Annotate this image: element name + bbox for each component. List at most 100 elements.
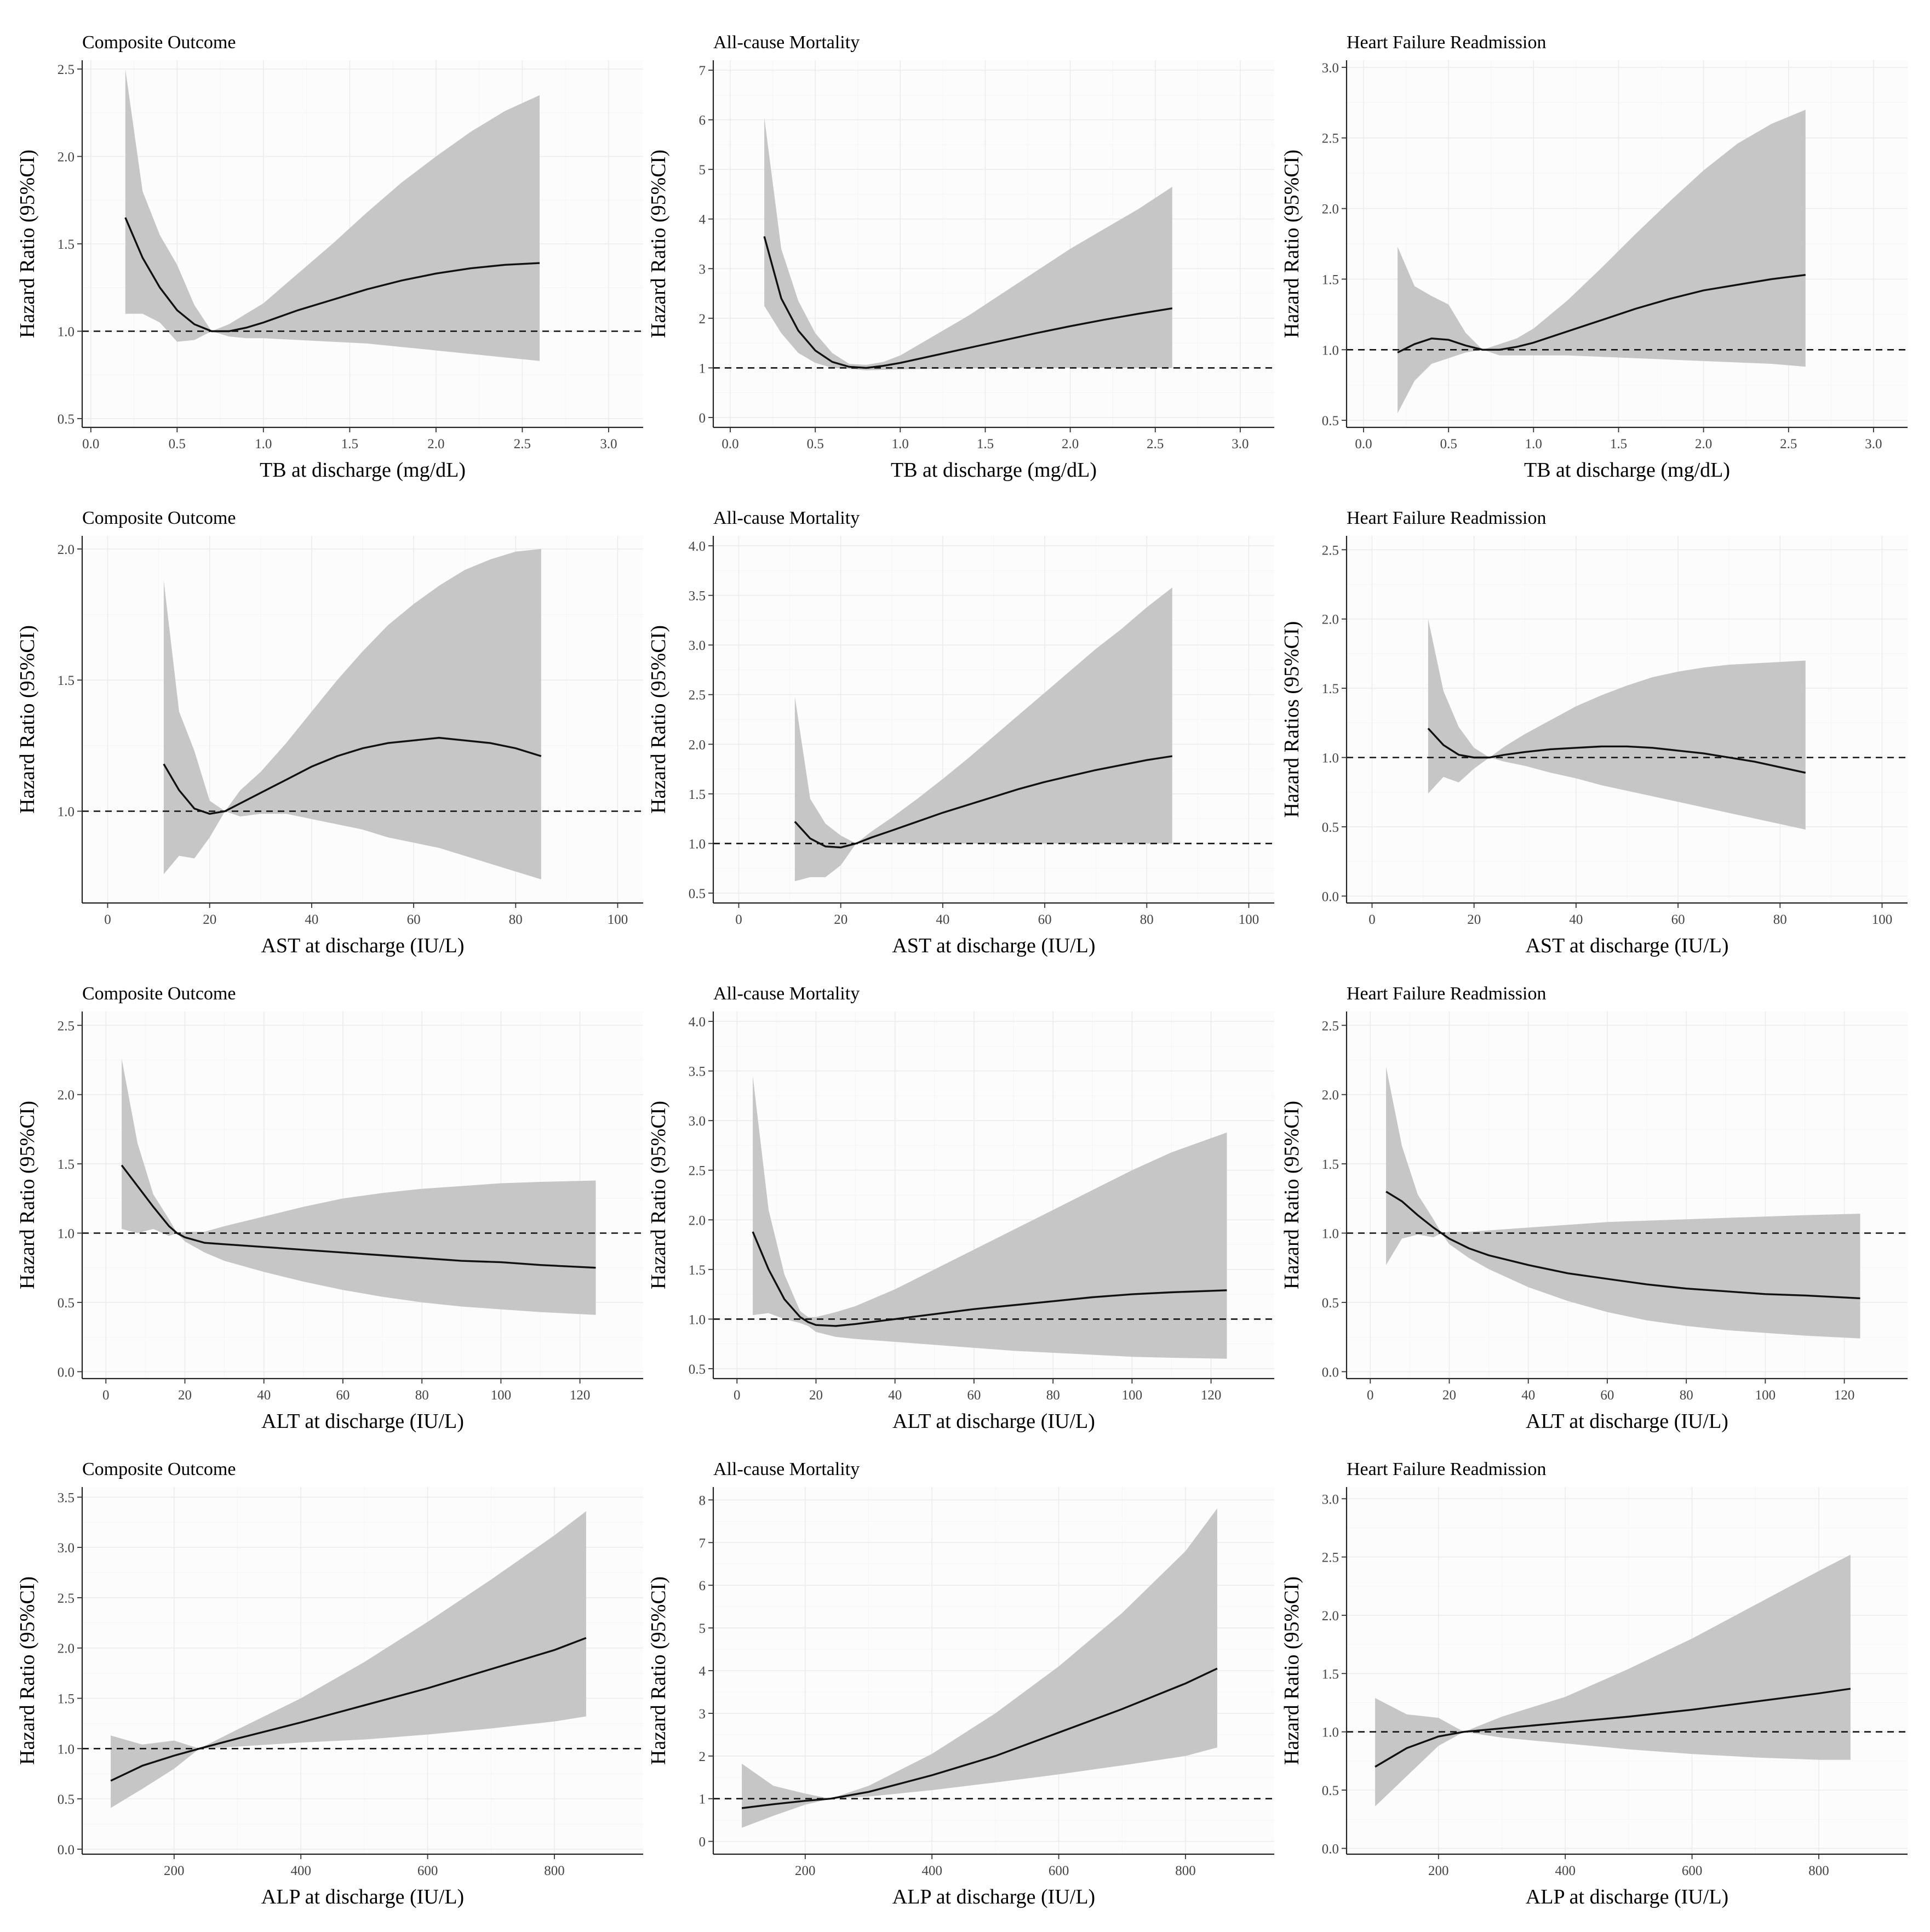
y-tick-label: 0.5 [689,1362,706,1377]
x-tick-label: 200 [795,1864,816,1878]
y-tick-label: 5 [699,1621,706,1636]
x-tick-label: 800 [1808,1864,1829,1878]
x-tick-label: 60 [1038,912,1052,927]
hazard-ratio-curve [741,1667,1218,1809]
y-tick-label: 8 [699,1493,706,1508]
x-axis-title: ALP at discharge (IU/L) [892,1885,1095,1908]
x-tick-label: 600 [1049,1864,1069,1878]
x-tick-label: 0.5 [169,437,186,451]
y-tick-label: 3.0 [689,638,706,653]
x-tick-label: 800 [544,1864,565,1878]
confidence-band [764,117,1172,370]
x-tick-label: 1.0 [255,437,272,451]
x-tick-label: 60 [407,912,421,927]
y-tick-label: 3 [699,262,706,277]
x-tick-label: 40 [257,1388,271,1403]
confidence-band [1428,619,1806,830]
x-tick-label: 400 [290,1864,311,1878]
y-tick-label: 6 [699,113,706,128]
x-tick-label: 60 [1671,912,1685,927]
x-tick-label: 400 [921,1864,942,1878]
y-tick-label: 1.5 [689,787,706,802]
x-tick-label: 20 [1442,1388,1456,1403]
x-tick-label: 80 [1680,1388,1693,1403]
y-tick-label: 0.0 [58,1365,75,1380]
y-axis-title: Hazard Ratio (95%CI) [1280,1101,1303,1289]
y-axis-title: Hazard Ratio (95%CI) [16,1101,39,1289]
y-tick-label: 7 [699,1536,706,1551]
x-tick-label: 80 [1046,1388,1060,1403]
y-tick-label: 0.5 [1322,414,1339,428]
y-tick-label: 1.0 [1322,1227,1339,1242]
x-tick-label: 60 [967,1388,981,1403]
y-tick-label: 3.0 [1322,61,1339,76]
x-tick-label: 100 [1122,1388,1143,1403]
y-tick-label: 0.5 [1322,1296,1339,1311]
confidence-band [742,1508,1217,1828]
x-axis-title: ALP at discharge (IU/L) [261,1885,464,1908]
x-tick-label: 2.5 [1147,437,1164,451]
hazard-ratio-curve [794,755,1173,849]
y-tick-label: 3.0 [58,1541,75,1556]
x-axis-title: ALT at discharge (IU/L) [892,1410,1095,1433]
x-tick-label: 40 [1569,912,1583,927]
y-tick-label: 2.5 [58,1019,75,1033]
y-tick-label: 2.0 [1322,1609,1339,1624]
x-tick-label: 60 [1600,1388,1614,1403]
panel-title: Heart Failure Readmission [1347,32,1546,53]
y-tick-label: 0.5 [1322,1784,1339,1798]
hazard-ratio-curve [1375,1688,1851,1768]
y-tick-label: 2.0 [58,1088,75,1103]
x-tick-label: 600 [417,1864,438,1878]
y-tick-label: 4 [699,213,706,227]
y-axis-title: Hazard Ratio (95%CI) [647,1576,670,1765]
panel-ast-composite: 0 20 40 60 80 100 1.0 1.5 2.0 Composite Outcome AS… [16,508,643,957]
y-tick-label: 5 [699,163,706,178]
y-tick-label: 3 [699,1707,706,1722]
x-tick-label: 20 [203,912,216,927]
y-tick-label: 2.5 [58,62,75,77]
panel-title: Composite Outcome [82,1459,236,1479]
confidence-band [163,548,541,879]
y-tick-label: 2.0 [58,542,75,557]
y-tick-label: 2.0 [58,150,75,165]
y-tick-label: 3.0 [1322,1492,1339,1507]
y-tick-label: 0.0 [1322,889,1339,904]
x-tick-label: 200 [164,1864,185,1878]
y-tick-label: 4.0 [689,1015,706,1030]
y-tick-label: 2.5 [58,1591,75,1606]
x-tick-label: 120 [1201,1388,1222,1403]
y-tick-label: 1.5 [689,1263,706,1278]
y-axis-title: Hazard Ratio (95%CI) [1280,150,1303,338]
confidence-band [1398,110,1806,414]
x-tick-label: 40 [936,912,949,927]
x-tick-label: 1.5 [1610,437,1627,451]
y-tick-label: 1.0 [58,1742,75,1757]
x-tick-label: 120 [570,1388,591,1403]
panel-title: All-cause Mortality [713,508,860,528]
y-tick-label: 7 [699,64,706,78]
hazard-ratio-curve [1397,274,1806,353]
x-tick-label: 2.0 [427,437,444,451]
y-tick-label: 1.0 [1322,751,1339,766]
x-tick-label: 0.0 [82,437,99,451]
y-axis-title: Hazard Ratio (95%CI) [16,1576,39,1765]
x-tick-label: 600 [1682,1864,1703,1878]
y-tick-label: 3.5 [689,589,706,604]
y-tick-label: 2.5 [1322,132,1339,146]
y-tick-label: 2.0 [1322,613,1339,627]
y-tick-label: 2 [699,1750,706,1764]
y-tick-label: 2 [699,312,706,327]
panel-ast-hf: 0 20 40 60 80 100 0.0 0.5 1.0 1.5 2.0 2.5 Heart Fail… [1280,508,1908,957]
x-axis-title: ALT at discharge (IU/L) [261,1410,464,1433]
y-tick-label: 0.5 [58,412,75,427]
x-tick-label: 0 [735,912,742,927]
y-tick-label: 2.5 [1322,543,1339,558]
y-tick-label: 2.0 [689,738,706,752]
x-tick-label: 100 [1755,1388,1776,1403]
y-axis-title: Hazard Ratio (95%CI) [647,625,670,814]
y-axis-title: Hazard Ratio (95%CI) [16,625,39,814]
y-tick-label: 0.0 [1322,1842,1339,1856]
y-tick-label: 3.0 [689,1114,706,1129]
y-tick-label: 2.0 [1322,1088,1339,1103]
